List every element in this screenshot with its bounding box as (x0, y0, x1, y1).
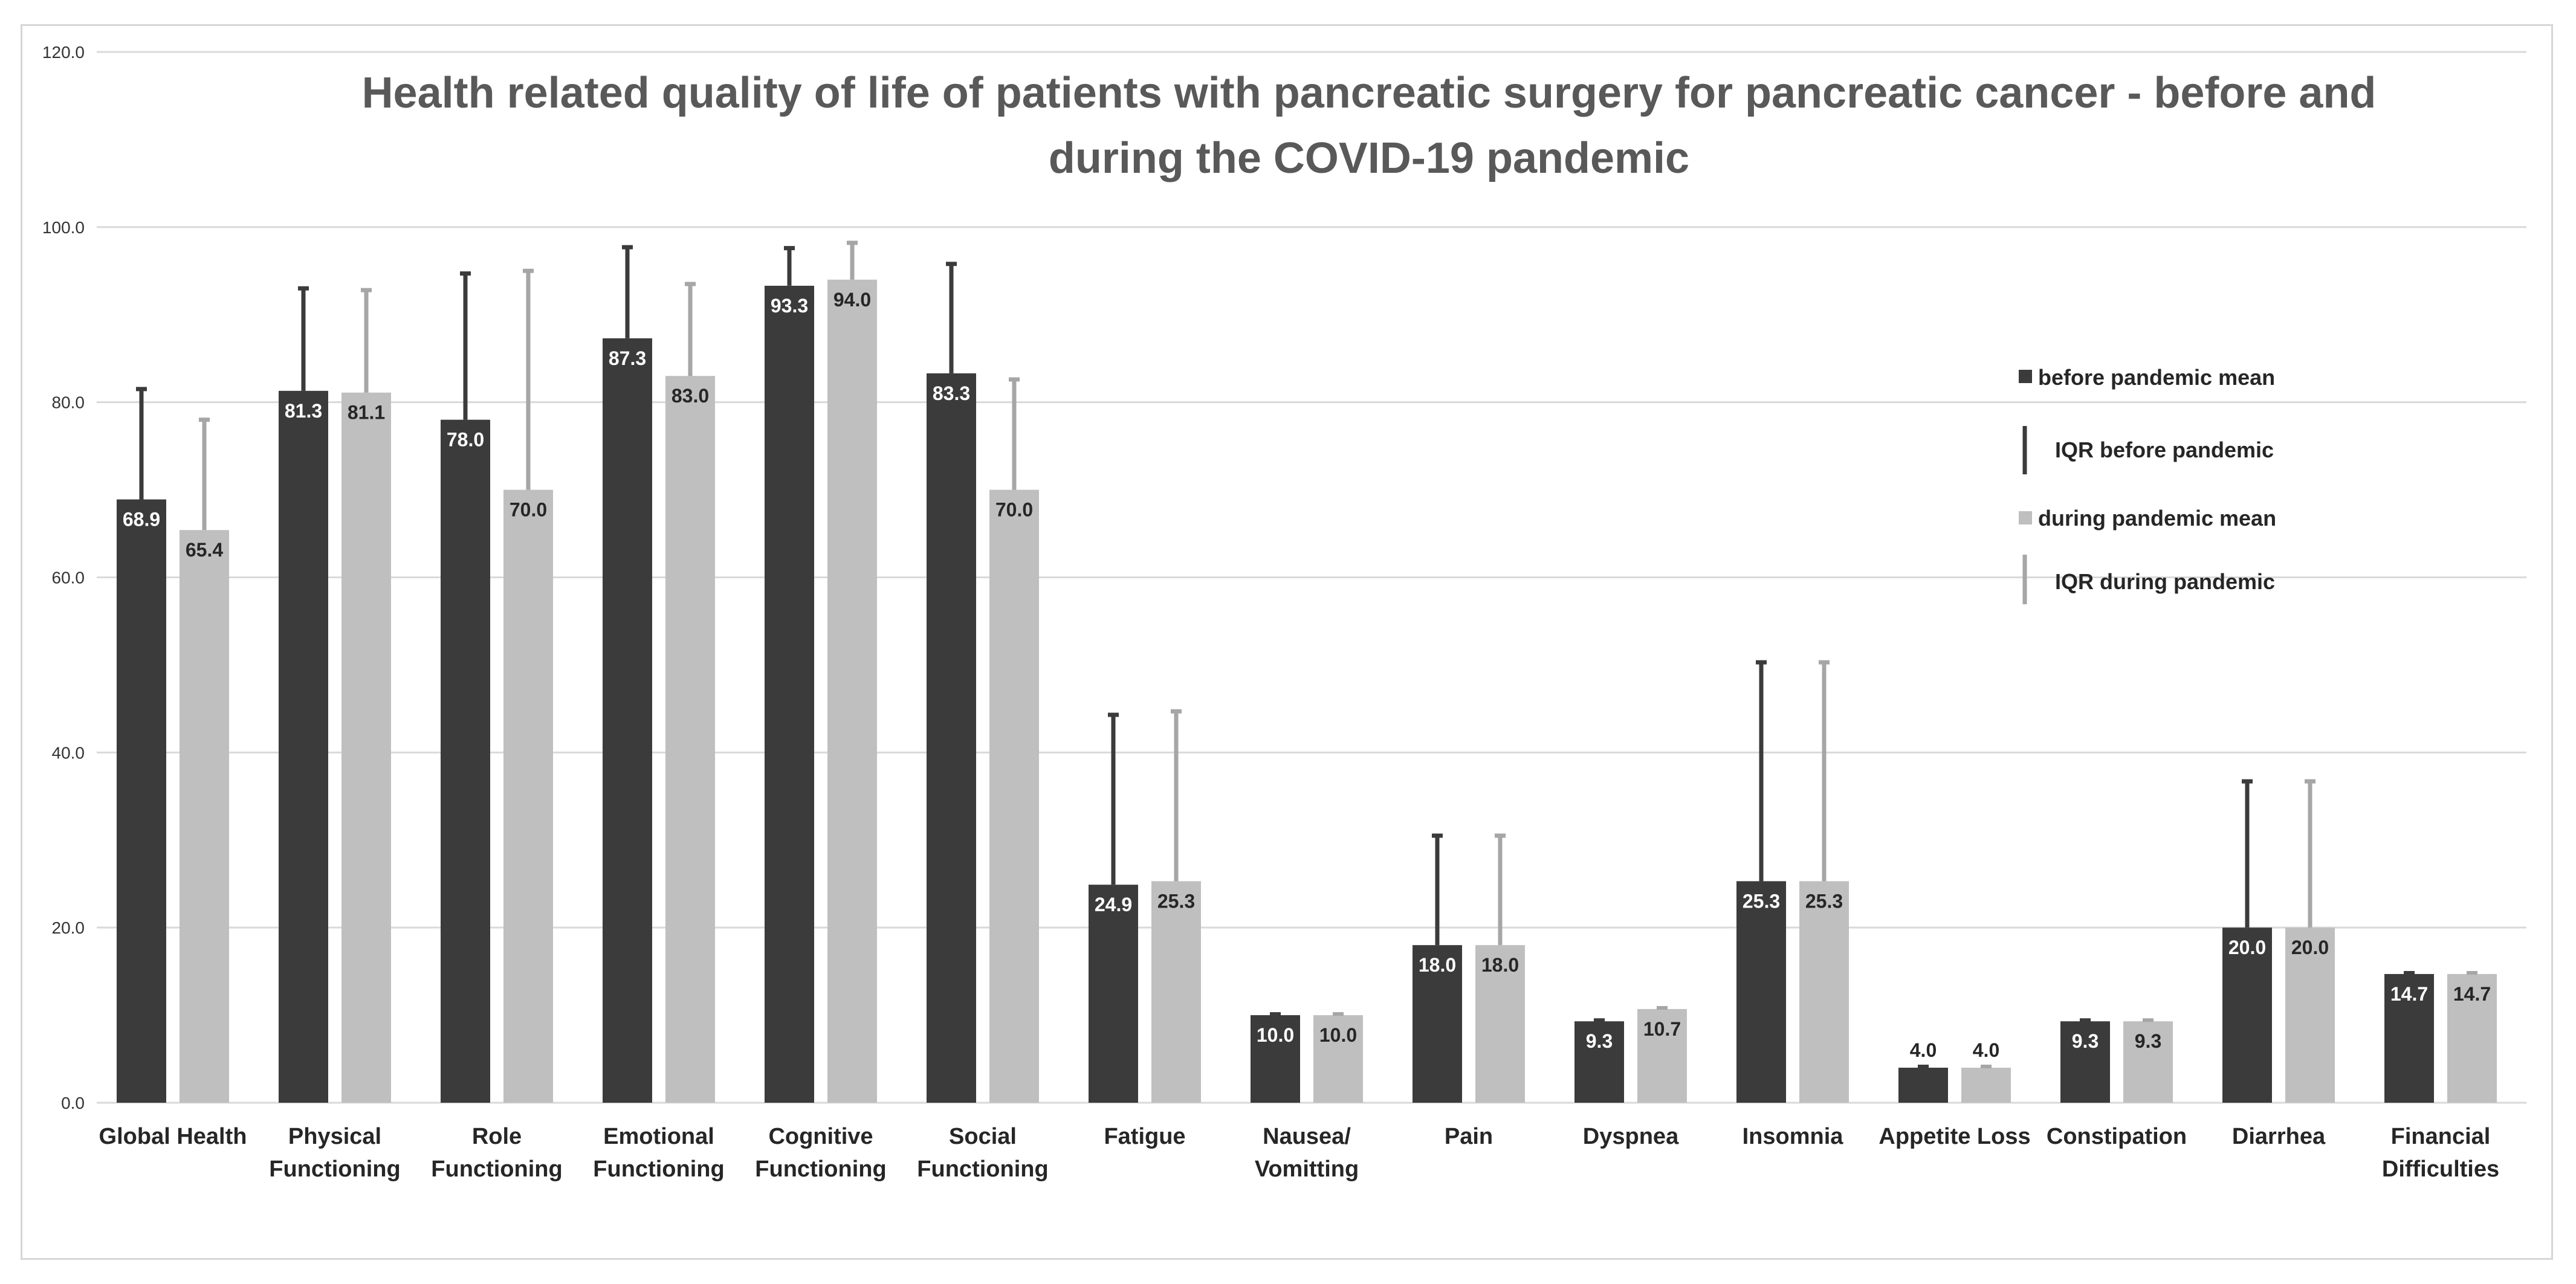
data-label: 83.0 (672, 385, 709, 407)
chart-title: during the COVID-19 pandemic (1049, 134, 1689, 182)
bar-before (2060, 1021, 2110, 1103)
x-tick-label: Functioning (593, 1157, 724, 1182)
bar-before (603, 338, 652, 1103)
data-label: 24.9 (1095, 894, 1132, 915)
x-tick-label: Appetite Loss (1879, 1124, 2030, 1149)
data-label: 14.7 (2390, 983, 2428, 1005)
bar-during (1151, 881, 1201, 1103)
bar-before (1089, 885, 1138, 1103)
bar-before (1574, 1021, 1624, 1103)
data-label: 70.0 (995, 499, 1033, 521)
x-tick-label: Functioning (269, 1157, 400, 1182)
data-label: 81.1 (348, 402, 385, 424)
bar-before (2384, 973, 2434, 1103)
bar-before (2222, 928, 2272, 1103)
data-label: 9.3 (1586, 1030, 1613, 1052)
data-label: 25.3 (1743, 890, 1780, 912)
bar-during (827, 279, 877, 1103)
data-label: 94.0 (833, 289, 871, 311)
bar-before (927, 373, 976, 1103)
x-tick-label: Constipation (2047, 1124, 2187, 1149)
bar-before (765, 285, 814, 1103)
y-tick-label: 60.0 (52, 569, 85, 587)
x-tick-label: Social (949, 1124, 1017, 1149)
x-tick-label: Diarrhea (2232, 1124, 2326, 1149)
data-label: 10.0 (1319, 1024, 1357, 1046)
x-tick-label: Global Health (99, 1124, 247, 1149)
data-label: 14.7 (2453, 983, 2491, 1005)
x-tick-label: Emotional (603, 1124, 714, 1149)
y-tick-label: 80.0 (52, 393, 85, 412)
x-tick-label: Functioning (431, 1157, 562, 1182)
x-tick-label: Physical (288, 1124, 381, 1149)
bar-during (180, 530, 229, 1103)
y-tick-label: 20.0 (52, 918, 85, 937)
data-label: 81.3 (285, 400, 322, 422)
bar-during (2285, 928, 2335, 1103)
bar-before (1413, 945, 1462, 1103)
x-tick-label: Difficulties (2382, 1157, 2499, 1182)
data-label: 70.0 (510, 499, 547, 521)
data-label: 68.9 (123, 509, 160, 531)
x-tick-label: Nausea/ (1263, 1124, 1351, 1149)
bar-before (117, 499, 166, 1103)
y-tick-label: 120.0 (42, 43, 85, 62)
legend-label-during: during pandemic mean (2038, 506, 2276, 531)
bar-during (665, 376, 715, 1103)
data-label: 25.3 (1157, 890, 1195, 912)
bar-during (1475, 945, 1525, 1103)
bar-before (1736, 881, 1786, 1103)
bar-during (1313, 1015, 1363, 1103)
x-tick-label: Pain (1445, 1124, 1493, 1149)
data-label: 4.0 (1973, 1039, 1999, 1061)
data-label: 93.3 (771, 295, 808, 317)
bar-before (1251, 1015, 1300, 1103)
legend-label-iqr-before: IQR before pandemic (2055, 437, 2274, 462)
data-label: 20.0 (2291, 937, 2329, 958)
x-tick-label: Dyspnea (1583, 1124, 1679, 1149)
x-tick-label: Role (472, 1124, 522, 1149)
bar-during (1637, 1008, 1687, 1103)
bar-during (2123, 1021, 2173, 1103)
y-tick-label: 100.0 (42, 218, 85, 237)
legend-swatch-during (2019, 511, 2032, 524)
x-tick-label: Functioning (755, 1157, 886, 1182)
x-tick-label: Vomitting (1255, 1157, 1359, 1182)
bar-during (503, 489, 553, 1103)
data-label: 10.7 (1643, 1018, 1681, 1040)
bar-before (279, 390, 328, 1103)
x-tick-label: Financial (2391, 1124, 2491, 1149)
y-tick-label: 40.0 (52, 743, 85, 762)
data-label: 18.0 (1419, 954, 1456, 976)
data-label: 65.4 (186, 539, 223, 561)
data-label: 20.0 (2228, 937, 2266, 958)
chart-title: Health related quality of life of patien… (362, 69, 2377, 117)
bar-during (341, 392, 391, 1103)
bar-before (1898, 1068, 1948, 1103)
bar-during (1961, 1068, 2011, 1103)
x-tick-label: Functioning (917, 1157, 1048, 1182)
bar-during (1799, 881, 1849, 1103)
data-label: 9.3 (2135, 1030, 2161, 1052)
x-tick-label: Fatigue (1104, 1124, 1185, 1149)
data-label: 87.3 (609, 347, 646, 369)
data-label: 78.0 (447, 429, 484, 451)
bar-before (441, 419, 490, 1103)
y-tick-label: 0.0 (61, 1094, 85, 1112)
data-label: 83.3 (933, 382, 970, 404)
bar-during (2447, 973, 2497, 1103)
legend-label-iqr-during: IQR during pandemic (2055, 569, 2275, 594)
data-label: 25.3 (1805, 890, 1843, 912)
data-label: 18.0 (1481, 954, 1519, 976)
legend-label-before: before pandemic mean (2038, 365, 2275, 390)
x-tick-label: Insomnia (1743, 1124, 1844, 1149)
bar-during (989, 489, 1039, 1103)
data-label: 4.0 (1910, 1039, 1937, 1061)
legend-swatch-before (2019, 370, 2032, 383)
data-label: 9.3 (2072, 1030, 2099, 1052)
data-label: 10.0 (1257, 1024, 1294, 1046)
x-tick-label: Cognitive (768, 1124, 873, 1149)
